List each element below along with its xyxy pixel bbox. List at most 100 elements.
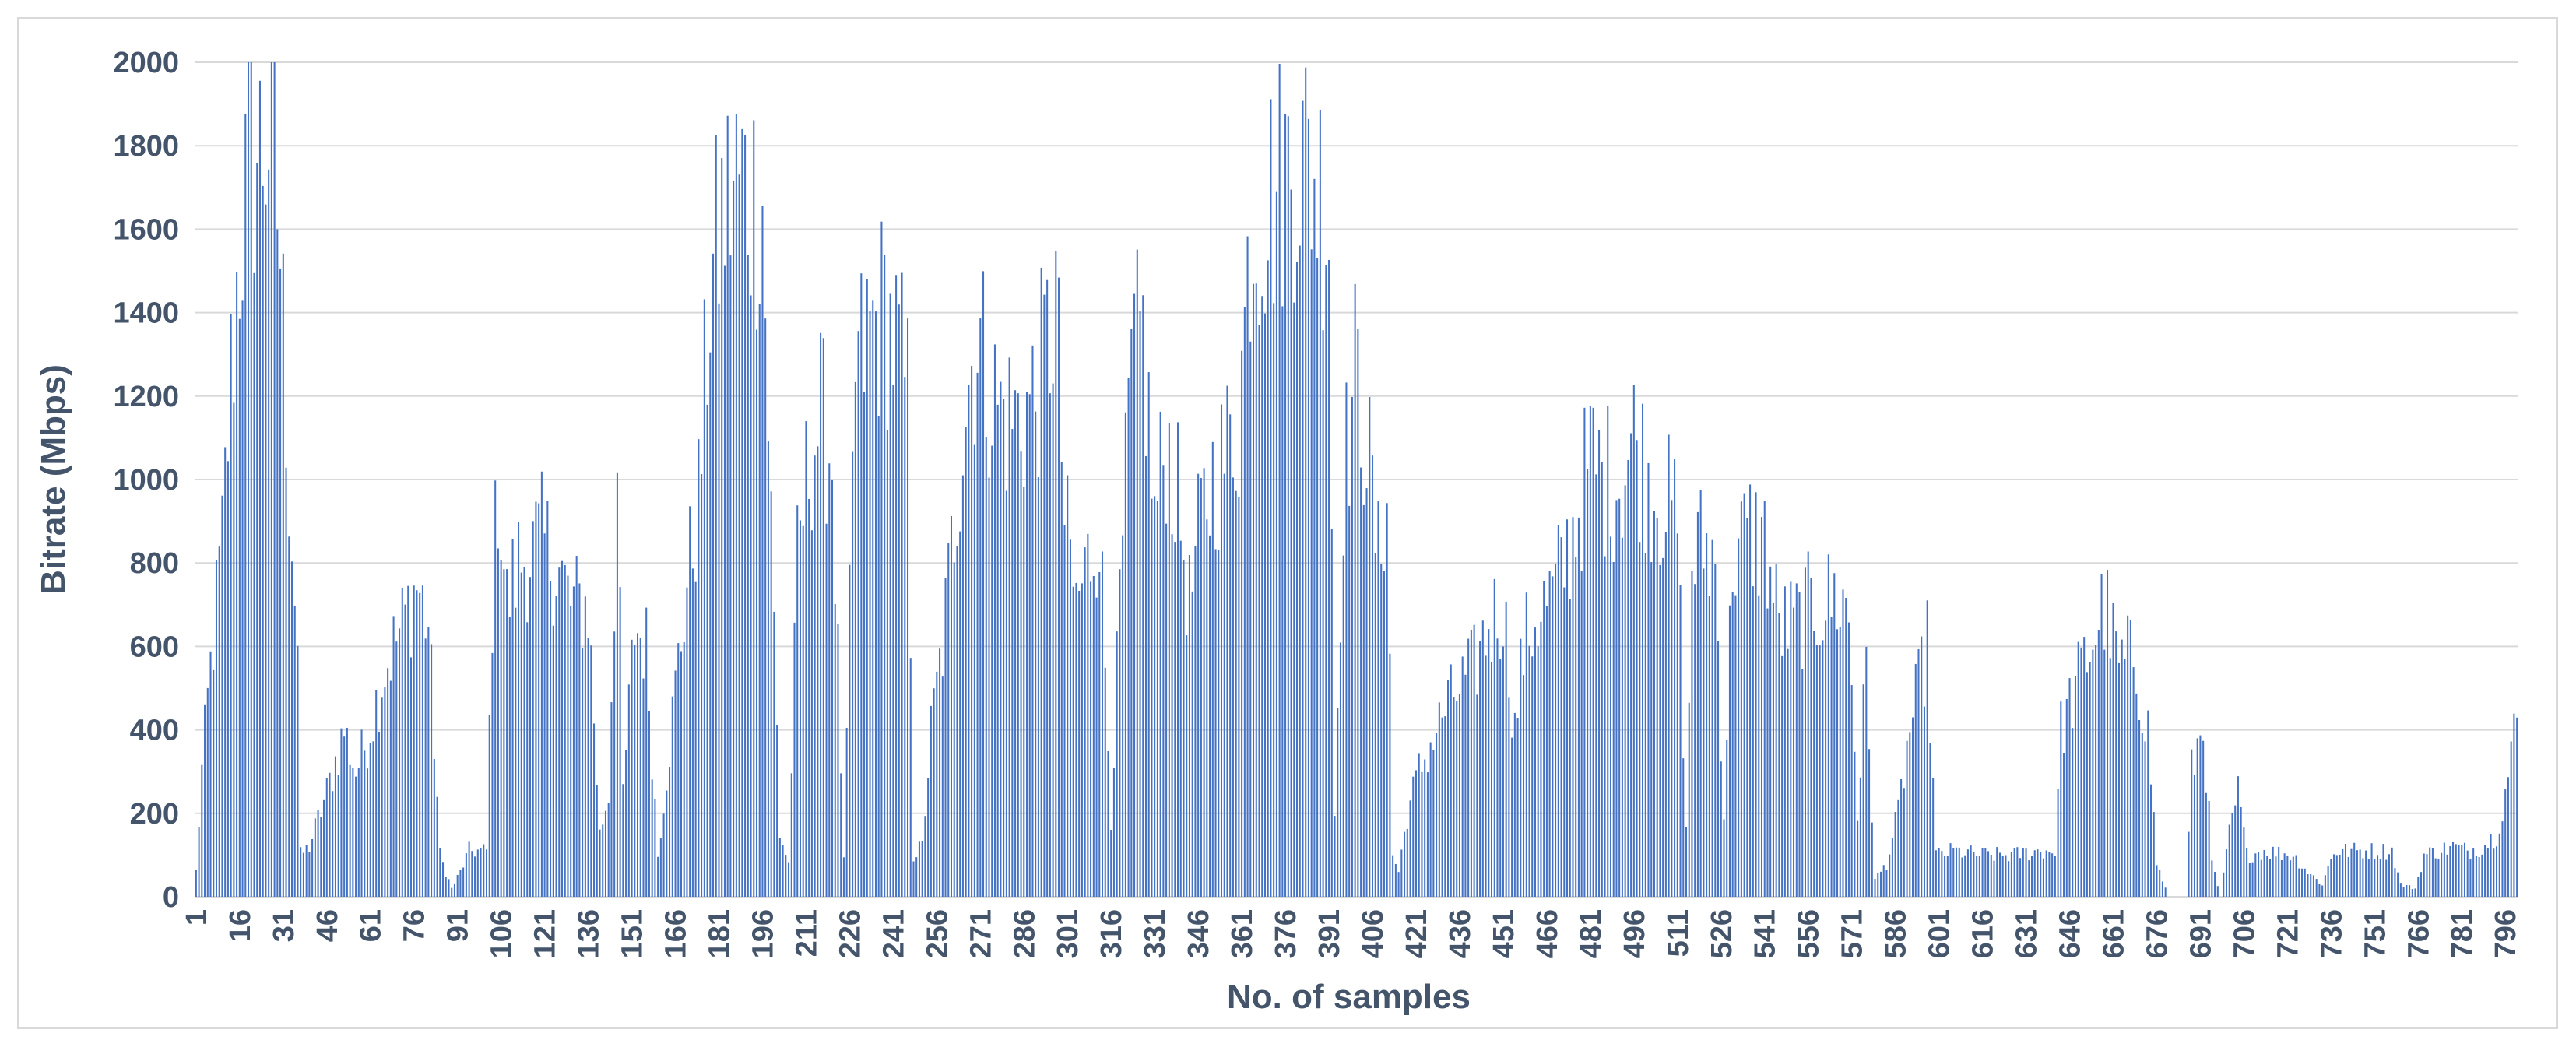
bar bbox=[355, 776, 357, 897]
bar bbox=[1647, 462, 1650, 897]
bar bbox=[1232, 477, 1234, 897]
bar bbox=[953, 562, 955, 897]
bar bbox=[1659, 564, 1661, 897]
x-tick-label: 721 bbox=[2272, 909, 2304, 958]
bar bbox=[2463, 842, 2465, 897]
bar bbox=[2501, 821, 2504, 897]
bar bbox=[2100, 574, 2103, 897]
bar bbox=[924, 816, 926, 897]
bar bbox=[1337, 708, 1339, 897]
bar bbox=[1630, 433, 1632, 897]
bar bbox=[1328, 259, 1330, 897]
bar bbox=[2382, 844, 2384, 897]
bar bbox=[2513, 713, 2515, 897]
x-tick-label: 421 bbox=[1400, 909, 1433, 958]
bar bbox=[2374, 859, 2376, 897]
bar bbox=[1723, 819, 1725, 897]
bar bbox=[1528, 645, 1530, 897]
bar bbox=[1941, 851, 1943, 897]
x-tick-label: 91 bbox=[442, 909, 475, 942]
bar bbox=[1104, 667, 1106, 897]
bar bbox=[265, 204, 267, 898]
bar bbox=[2115, 631, 2117, 897]
bar bbox=[1555, 563, 1557, 897]
bar bbox=[2202, 740, 2205, 897]
bar bbox=[785, 855, 787, 897]
bar bbox=[2042, 858, 2044, 897]
x-tick-label: 46 bbox=[311, 909, 344, 942]
bar bbox=[224, 447, 227, 897]
y-axis-title: Bitrate (Mbps) bbox=[34, 364, 72, 595]
bar bbox=[1049, 393, 1051, 898]
bar bbox=[991, 445, 993, 897]
bar bbox=[564, 564, 566, 897]
bar bbox=[1214, 549, 1217, 897]
bar bbox=[2164, 887, 2167, 897]
bar bbox=[1537, 646, 1539, 897]
bar bbox=[817, 446, 819, 897]
bar bbox=[1784, 586, 1786, 897]
bar bbox=[1171, 534, 1173, 897]
bar bbox=[1098, 571, 1101, 897]
bar bbox=[698, 439, 700, 897]
bar bbox=[979, 318, 982, 897]
bar bbox=[1998, 852, 2001, 897]
y-tick-label: 200 bbox=[130, 798, 179, 831]
bar bbox=[340, 728, 343, 897]
x-tick-label: 511 bbox=[1662, 909, 1695, 957]
bar bbox=[921, 840, 923, 897]
bar bbox=[1025, 392, 1028, 897]
bar bbox=[1374, 553, 1376, 897]
bar bbox=[456, 874, 459, 897]
bar bbox=[1891, 838, 1893, 897]
bar bbox=[2109, 658, 2111, 897]
bar bbox=[2344, 843, 2347, 897]
bar bbox=[2005, 855, 2007, 897]
bar bbox=[2347, 856, 2349, 897]
bar bbox=[2449, 846, 2451, 897]
bar bbox=[2490, 834, 2492, 897]
bar bbox=[1206, 519, 1208, 897]
bar bbox=[845, 727, 848, 897]
bar bbox=[360, 729, 363, 897]
bar bbox=[2191, 749, 2193, 897]
bar bbox=[221, 495, 223, 897]
bar bbox=[1926, 600, 1928, 897]
bar bbox=[1671, 500, 1673, 897]
bar bbox=[561, 560, 564, 897]
bar bbox=[555, 596, 557, 897]
bar bbox=[515, 607, 517, 897]
bar bbox=[349, 764, 351, 897]
bar bbox=[1011, 429, 1014, 897]
bar bbox=[1293, 302, 1295, 897]
bar bbox=[1825, 620, 1827, 897]
bar bbox=[1720, 761, 1722, 897]
bar bbox=[2312, 875, 2314, 897]
bar bbox=[1577, 517, 1580, 897]
bar bbox=[1394, 863, 1397, 897]
bar bbox=[1569, 599, 1571, 897]
bar bbox=[2335, 855, 2338, 897]
bar bbox=[2426, 854, 2428, 897]
bar bbox=[1612, 561, 1615, 897]
bar bbox=[538, 503, 540, 897]
bar bbox=[1490, 662, 1493, 897]
bar bbox=[2214, 872, 2216, 897]
bar bbox=[1607, 406, 1609, 897]
bar bbox=[1618, 498, 1621, 897]
bar bbox=[346, 727, 348, 897]
bar bbox=[822, 338, 824, 897]
bar bbox=[1197, 473, 1200, 897]
bar bbox=[2097, 630, 2100, 897]
bar bbox=[399, 628, 401, 897]
bar bbox=[2475, 856, 2477, 897]
bar bbox=[540, 471, 543, 897]
bar bbox=[1513, 712, 1516, 897]
bar bbox=[1322, 330, 1324, 897]
bar bbox=[1278, 63, 1281, 898]
bar bbox=[488, 715, 490, 897]
bar bbox=[1177, 422, 1179, 897]
bar bbox=[1404, 831, 1406, 897]
bar bbox=[2290, 860, 2292, 897]
bar bbox=[956, 546, 958, 897]
